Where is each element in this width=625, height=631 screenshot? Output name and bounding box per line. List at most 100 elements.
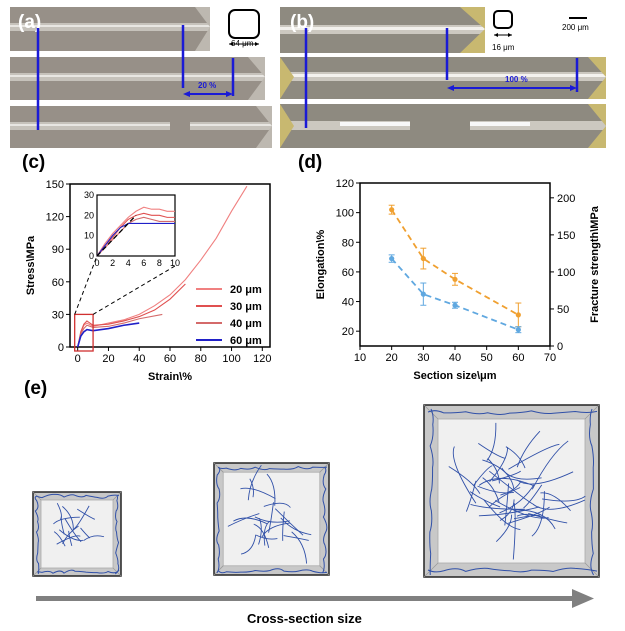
interior-fiber: [531, 491, 545, 537]
x-tick-label: 100: [222, 353, 240, 365]
y-tick-label: 60: [342, 267, 354, 279]
interior-fiber: [516, 430, 541, 468]
data-point: [515, 327, 521, 333]
y-tick-label: 20: [342, 326, 354, 338]
data-point: [389, 255, 395, 262]
edge-fiber: [427, 410, 598, 415]
edge-fiber: [36, 493, 120, 499]
legend-label: 60 μm: [230, 335, 262, 347]
x-tick-label: 40: [449, 352, 461, 364]
interior-fiber: [495, 514, 513, 542]
interior-fiber: [478, 477, 534, 487]
y-tick-label: 120: [336, 178, 354, 190]
medium-cube: [213, 462, 330, 576]
series-line-20um: [77, 185, 248, 348]
y-right-tick-label: 100: [557, 267, 575, 279]
interior-fiber: [478, 506, 540, 517]
interior-fiber: [478, 442, 506, 459]
strain-label-b: 100 %: [505, 75, 528, 84]
x-tick-label: 10: [354, 352, 366, 364]
edge-fiber: [588, 408, 595, 576]
interior-fiber: [263, 502, 291, 508]
interior-fiber: [531, 440, 569, 490]
interior-fiber: [53, 531, 66, 547]
y-right-tick-label: 50: [557, 304, 569, 316]
inset-slope-line: [96, 214, 137, 257]
x-tick-label: 80: [195, 353, 207, 365]
x-tick-label: 20: [386, 352, 398, 364]
x-tick-label: 60: [512, 352, 524, 364]
interior-fiber: [477, 485, 515, 494]
panel-b-letter: (b): [290, 12, 315, 33]
section-size-chart: 10 20 30 40 50 60 70 20 40 60 80 100 120 0 50 100 150 200…: [315, 178, 601, 382]
fiber-network-schematic: [32, 404, 600, 608]
interior-fiber: [500, 480, 522, 496]
interior-fiber: [505, 446, 526, 469]
inset-series-line: [96, 206, 175, 257]
zoom-connector: [74, 255, 98, 315]
interior-fiber: [53, 516, 80, 525]
inset-x-tick-label: 10: [170, 258, 180, 268]
interior-fiber: [514, 509, 556, 530]
y-right-axis-label: Fracture strength\MPa: [589, 205, 601, 323]
edge-fiber: [114, 495, 120, 575]
inset-frame: [96, 194, 176, 257]
y-tick-label: 0: [58, 342, 64, 354]
interior-fiber: [60, 516, 65, 535]
data-point: [420, 255, 426, 262]
interior-fiber: [283, 535, 309, 541]
y-tick-label: 120: [46, 212, 64, 224]
interior-fiber: [507, 506, 550, 524]
panel-a-letter: (a): [18, 12, 42, 33]
legend-label: 40 μm: [230, 318, 262, 330]
y-right-tick-label: 0: [557, 341, 563, 353]
micrograph-a-1: [10, 7, 210, 51]
interior-fiber: [76, 508, 96, 520]
interior-fiber: [282, 511, 285, 541]
micrograph-a-2: [10, 57, 265, 100]
data-point: [515, 312, 521, 318]
interior-fiber: [266, 473, 276, 506]
interior-fiber: [247, 465, 262, 501]
interior-fiber: [483, 499, 521, 530]
y-axis-label: Elongation\%: [315, 229, 327, 299]
plot-frame: [359, 182, 551, 347]
interior-fiber: [261, 522, 290, 538]
interior-fiber: [491, 470, 521, 482]
section-size-label-b: 16 μm: [492, 43, 515, 52]
y-tick-label: 100: [336, 208, 354, 220]
legend-label: 20 μm: [230, 284, 262, 296]
y-tick-label: 90: [52, 244, 64, 256]
interior-fiber: [68, 530, 73, 546]
trend-line-elongation: [390, 209, 519, 316]
interior-fiber: [486, 422, 497, 461]
x-tick-label: 30: [417, 352, 429, 364]
y-tick-label: 40: [342, 297, 354, 309]
inset-x-tick-label: 0: [94, 258, 99, 268]
interior-fiber: [58, 529, 84, 541]
inset-x-tick-label: 2: [110, 258, 115, 268]
inset-y-tick-label: 20: [84, 210, 94, 220]
interior-fiber: [499, 484, 535, 514]
scale-bar: [569, 17, 587, 19]
panel-e-letter: (e): [24, 378, 48, 399]
interior-fiber: [533, 499, 586, 510]
interior-fiber: [249, 478, 254, 498]
interior-fiber: [83, 535, 105, 541]
interior-fiber: [274, 508, 304, 536]
series-line-60um: [76, 322, 140, 348]
panel-a-markers: [36, 25, 235, 130]
x-tick-label: 50: [481, 352, 493, 364]
edge-fiber: [427, 567, 598, 573]
legend-label: 30 μm: [230, 301, 262, 313]
data-point: [420, 291, 426, 297]
y-axis-label: Stress\MPa: [25, 235, 37, 295]
interior-fiber: [258, 518, 262, 545]
interior-fiber: [516, 513, 543, 518]
x-tick-label: 0: [75, 353, 81, 365]
interior-fiber: [56, 535, 81, 545]
trend-line-fracture: [390, 257, 519, 331]
interior-fiber: [448, 466, 481, 494]
y-tick-label: 80: [342, 237, 354, 249]
interior-fiber: [482, 459, 515, 489]
